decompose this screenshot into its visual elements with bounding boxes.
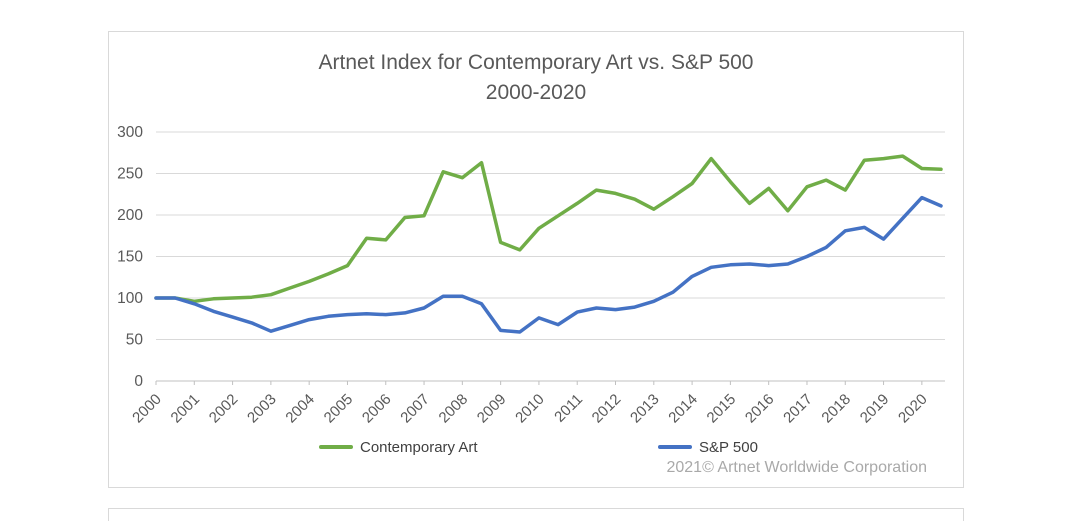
x-axis-tick-label: 2009: [474, 391, 510, 427]
copyright-notice: 2021© Artnet Worldwide Corporation: [666, 459, 927, 476]
x-axis-tick-label: 2006: [359, 391, 395, 427]
y-axis-tick-label: 300: [117, 124, 143, 141]
y-axis-tick-label: 0: [134, 373, 143, 390]
x-axis-tick-label: 2016: [742, 391, 778, 427]
x-axis-tick-label: 2003: [244, 391, 280, 427]
y-axis-tick-label: 150: [117, 249, 143, 266]
x-axis-tick-label: 2008: [436, 391, 472, 427]
x-axis-tick-label: 2000: [129, 391, 165, 427]
x-axis-tick-label: 2001: [168, 391, 204, 427]
x-axis-tick-label: 2018: [818, 391, 854, 427]
y-axis-tick-label: 100: [117, 290, 143, 307]
legend-item-contemporary-art: Contemporary Art: [319, 437, 478, 457]
x-axis-tick-label: 2014: [665, 391, 701, 427]
legend-swatch-contemporary-art-icon: [319, 445, 353, 449]
legend-item-sp500: S&P 500: [658, 437, 758, 457]
legend-swatch-sp500-icon: [658, 445, 692, 449]
chart-card: Artnet Index for Contemporary Art vs. S&…: [108, 31, 964, 488]
y-axis-tick-label: 200: [117, 207, 143, 224]
x-axis-tick-label: 2007: [397, 391, 433, 427]
x-axis-tick-label: 2010: [512, 391, 548, 427]
y-axis-tick-label: 50: [126, 332, 144, 349]
chart-title: Artnet Index for Contemporary Art vs. S&…: [318, 51, 754, 74]
x-axis-tick-label: 2012: [589, 391, 625, 427]
x-axis-tick-label: 2004: [282, 391, 318, 427]
series-line-contemporary-art: [154, 154, 943, 304]
x-axis-tick-label: 2005: [321, 391, 357, 427]
legend-label-sp500: S&P 500: [699, 438, 758, 456]
x-axis-tick-label: 2020: [895, 391, 931, 427]
chart-subtitle: 2000-2020: [485, 81, 587, 104]
legend-label-contemporary-art: Contemporary Art: [360, 438, 478, 456]
x-axis-tick-label: 2015: [704, 391, 740, 427]
next-chart-card-partial: [108, 508, 964, 521]
x-axis-tick-label: 2011: [551, 391, 586, 426]
x-axis-tick-label: 2002: [206, 391, 242, 427]
series-line-s-p-500: [154, 195, 943, 334]
x-axis-tick-label: 2013: [627, 391, 663, 427]
y-axis-tick-label: 250: [117, 166, 143, 183]
x-axis-tick-label: 2019: [857, 391, 893, 427]
x-axis-tick-label: 2017: [780, 391, 816, 427]
